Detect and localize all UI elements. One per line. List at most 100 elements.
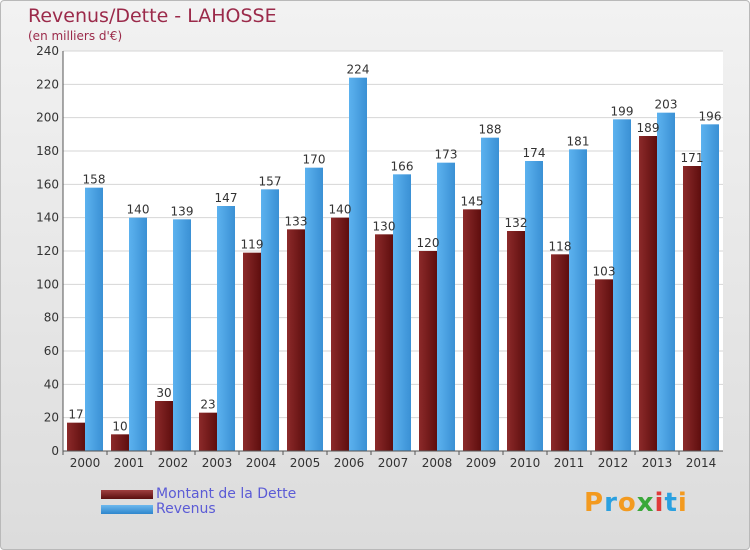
x-tick-label: 2001 bbox=[114, 456, 145, 470]
data-label: 118 bbox=[549, 239, 572, 253]
debt-bar bbox=[287, 229, 305, 451]
y-tick-label: 240 bbox=[36, 44, 59, 58]
y-tick-label: 0 bbox=[51, 444, 59, 458]
x-tick-label: 2014 bbox=[686, 456, 717, 470]
x-tick-label: 2002 bbox=[158, 456, 189, 470]
data-label: 130 bbox=[373, 219, 396, 233]
debt-swatch bbox=[101, 490, 153, 499]
data-label: 189 bbox=[637, 121, 660, 135]
debt-bar bbox=[199, 412, 217, 451]
x-tick-label: 2009 bbox=[466, 456, 497, 470]
y-tick-label: 60 bbox=[44, 344, 59, 358]
x-tick-label: 2013 bbox=[642, 456, 673, 470]
data-label: 133 bbox=[285, 214, 308, 228]
revenue-swatch bbox=[101, 505, 153, 514]
debt-bar bbox=[639, 136, 657, 451]
y-tick-label: 40 bbox=[44, 377, 59, 391]
data-label: 119 bbox=[241, 238, 264, 252]
data-label: 170 bbox=[303, 153, 326, 167]
revenue-bar bbox=[569, 149, 587, 452]
data-label: 157 bbox=[259, 174, 282, 188]
revenue-bar bbox=[261, 189, 279, 452]
data-label: 30 bbox=[156, 386, 171, 400]
data-label: 166 bbox=[391, 159, 414, 173]
y-tick-label: 140 bbox=[36, 211, 59, 225]
data-label: 23 bbox=[200, 398, 215, 412]
debt-bar bbox=[463, 209, 481, 451]
data-label: 173 bbox=[435, 148, 458, 162]
y-tick-label: 160 bbox=[36, 177, 59, 191]
data-label: 203 bbox=[655, 98, 678, 112]
revenue-bar bbox=[525, 161, 543, 451]
logo-letter: P bbox=[584, 488, 605, 518]
legend-label-debt: Montant de la Dette bbox=[156, 486, 297, 502]
data-label: 147 bbox=[215, 191, 238, 205]
debt-bar bbox=[67, 422, 85, 451]
data-label: 188 bbox=[479, 123, 502, 137]
x-tick-label: 2006 bbox=[334, 456, 365, 470]
data-label: 174 bbox=[523, 146, 546, 160]
logo-letter: t bbox=[664, 488, 678, 518]
chart-title: Revenus/Dette - LAHOSSE bbox=[28, 5, 277, 27]
revenue-bar bbox=[701, 124, 719, 451]
debt-bar bbox=[595, 279, 613, 451]
logo-letter: r bbox=[604, 488, 618, 518]
debt-bar bbox=[243, 252, 261, 451]
x-tick-label: 2000 bbox=[70, 456, 101, 470]
logo-letter: i bbox=[677, 488, 688, 518]
data-label: 103 bbox=[593, 264, 616, 278]
logo-letter: o bbox=[617, 488, 637, 518]
debt-bar bbox=[507, 231, 525, 451]
debt-bar bbox=[331, 217, 349, 451]
debt-bar bbox=[111, 434, 129, 451]
x-tick-label: 2010 bbox=[510, 456, 541, 470]
data-label: 17 bbox=[68, 408, 83, 422]
revenue-bar bbox=[85, 187, 103, 451]
debt-bar bbox=[551, 254, 569, 451]
revenue-bar bbox=[657, 112, 675, 452]
revenue-bar bbox=[613, 119, 631, 451]
debt-bar bbox=[419, 251, 437, 451]
y-tick-label: 20 bbox=[44, 411, 59, 425]
revenue-bar bbox=[129, 217, 147, 451]
x-tick-label: 2007 bbox=[378, 456, 409, 470]
data-label: 171 bbox=[681, 151, 704, 165]
y-tick-label: 100 bbox=[36, 277, 59, 291]
logo-letter: x bbox=[636, 488, 655, 518]
data-label: 158 bbox=[83, 173, 106, 187]
revenue-bar bbox=[437, 162, 455, 451]
revenue-bar bbox=[305, 167, 323, 451]
x-tick-label: 2004 bbox=[246, 456, 277, 470]
chart-subtitle: (en milliers d'€) bbox=[28, 29, 123, 43]
revenue-bar bbox=[393, 174, 411, 452]
revenue-bar bbox=[217, 206, 235, 451]
x-tick-label: 2005 bbox=[290, 456, 321, 470]
data-label: 199 bbox=[611, 104, 634, 118]
data-label: 140 bbox=[329, 203, 352, 217]
data-label: 139 bbox=[171, 204, 194, 218]
x-tick-label: 2008 bbox=[422, 456, 453, 470]
x-tick-label: 2012 bbox=[598, 456, 629, 470]
data-label: 224 bbox=[347, 63, 370, 77]
revenue-bar bbox=[173, 219, 191, 451]
data-label: 181 bbox=[567, 134, 590, 148]
data-label: 140 bbox=[127, 203, 150, 217]
debt-bar bbox=[375, 234, 393, 451]
logo-letter: i bbox=[654, 488, 665, 518]
revenue-bar bbox=[349, 77, 367, 452]
data-label: 132 bbox=[505, 216, 528, 230]
revenue-bar bbox=[481, 137, 499, 451]
data-label: 120 bbox=[417, 236, 440, 250]
y-tick-label: 180 bbox=[36, 144, 59, 158]
data-label: 145 bbox=[461, 194, 484, 208]
debt-bar bbox=[155, 401, 173, 451]
y-tick-label: 220 bbox=[36, 77, 59, 91]
data-label: 196 bbox=[699, 109, 722, 123]
x-tick-label: 2011 bbox=[554, 456, 585, 470]
proxiti-logo: Proxiti bbox=[584, 488, 688, 518]
legend-label-revenue: Revenus bbox=[156, 501, 216, 517]
y-tick-label: 120 bbox=[36, 244, 59, 258]
x-tick-label: 2003 bbox=[202, 456, 233, 470]
